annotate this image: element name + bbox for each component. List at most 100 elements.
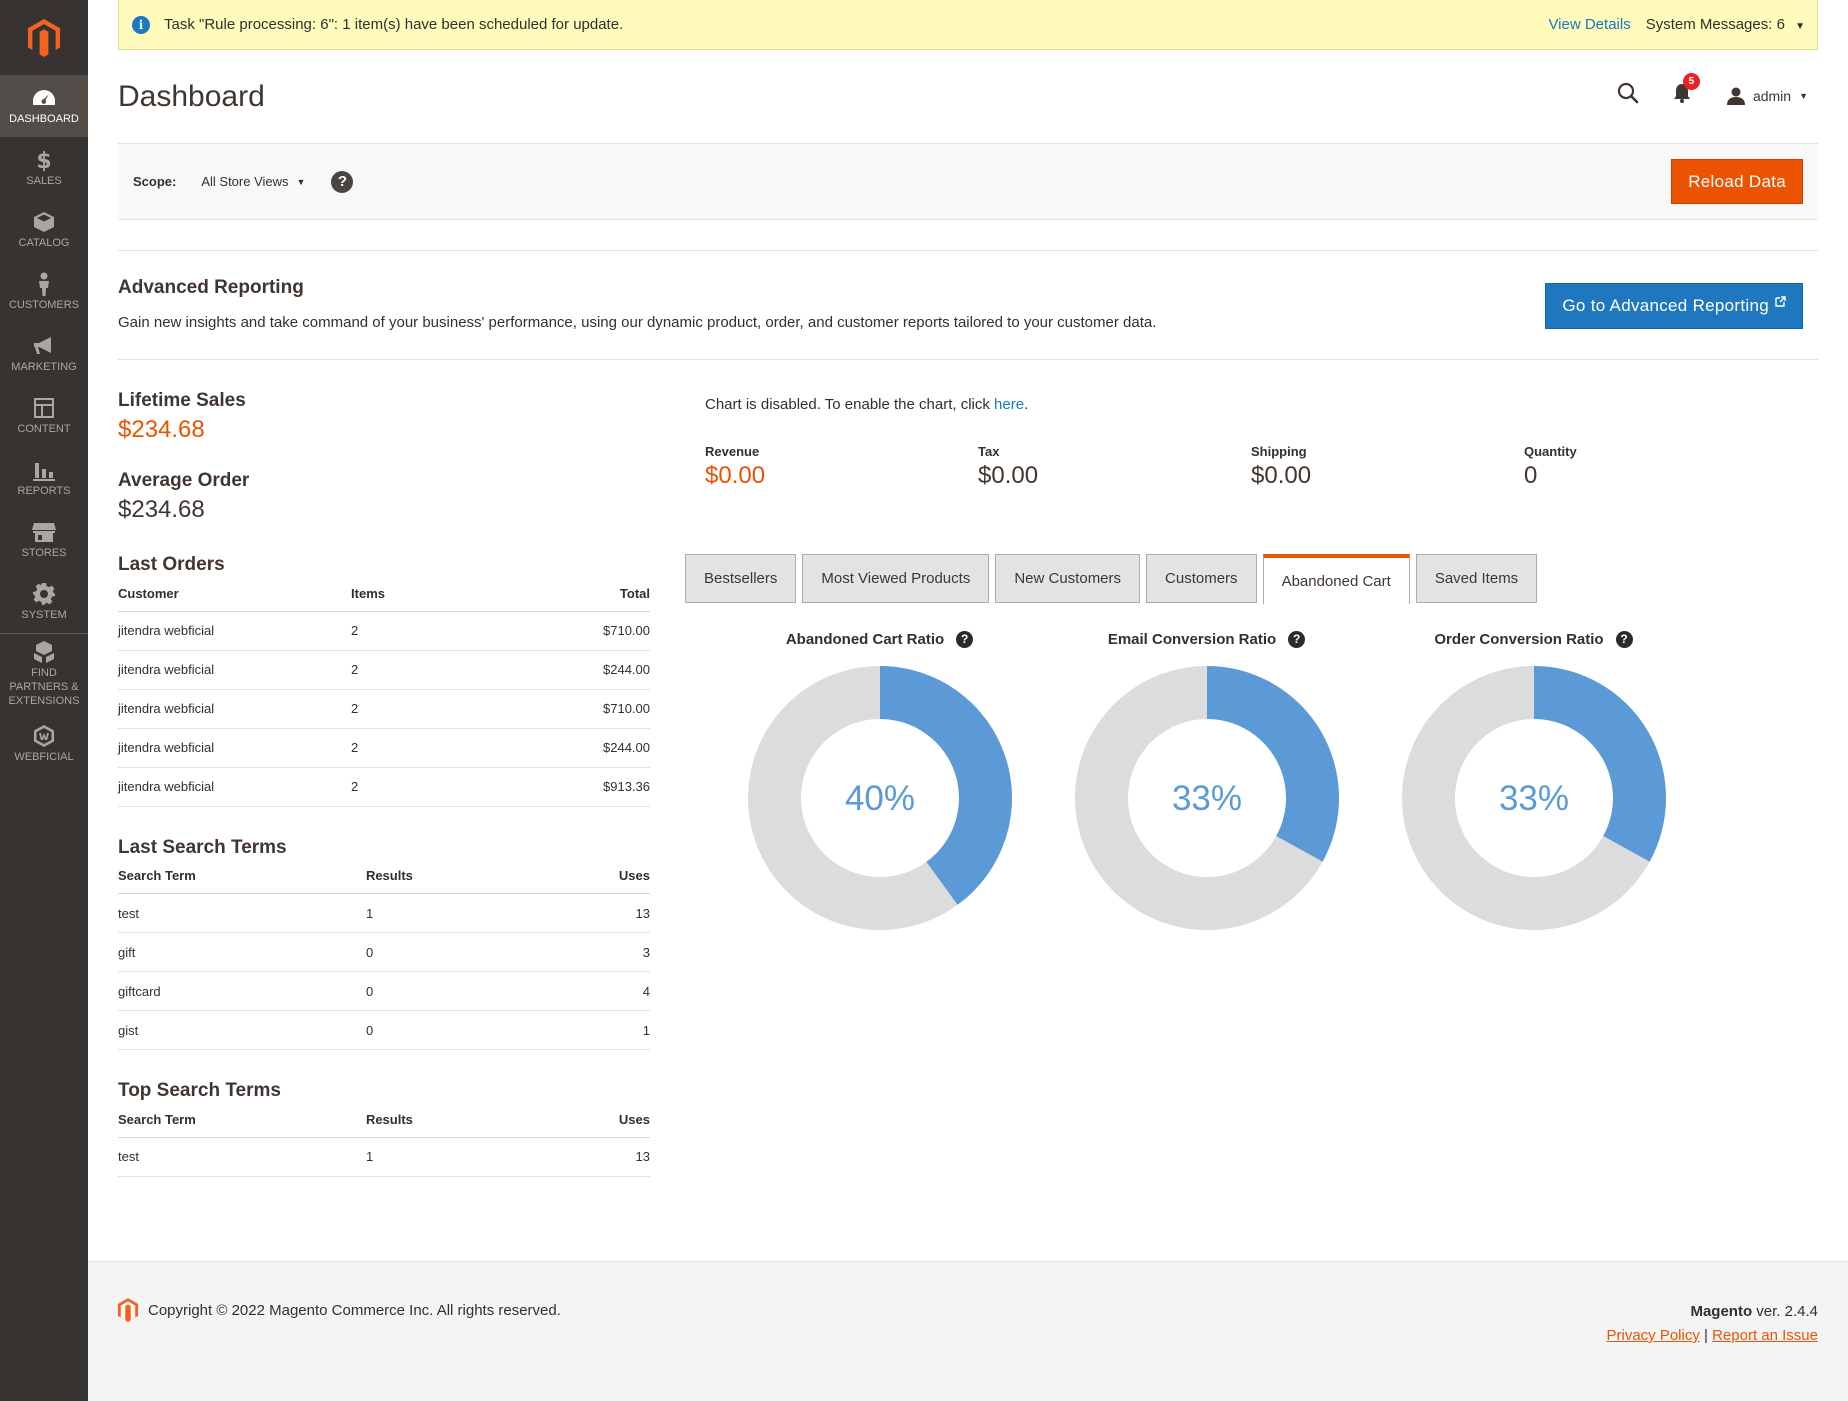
report-issue-link[interactable]: Report an Issue [1712, 1327, 1818, 1344]
table-row[interactable]: jitendra webficial 2 $244.00 [118, 650, 650, 690]
table-row[interactable]: jitendra webficial 2 $710.00 [118, 689, 650, 729]
help-icon[interactable]: ? [1288, 630, 1306, 648]
table-row[interactable]: gist 0 1 [118, 1010, 650, 1050]
table-cell: jitendra webficial [118, 728, 352, 768]
layout-icon [33, 396, 55, 420]
tab-customers[interactable]: Customers [1146, 554, 1257, 603]
donut-chart: Email Conversion Ratio? 33% [1014, 624, 1399, 930]
dashboard-tabs: Bestsellers Most Viewed Products New Custo… [685, 554, 1538, 604]
scope-switcher[interactable]: All Store Views ▼ [201, 174, 305, 189]
table-row[interactable]: test 1 13 [118, 1137, 650, 1177]
notifications-button[interactable]: 5 [1673, 73, 1700, 108]
table-cell: jitendra webficial [118, 767, 352, 807]
privacy-policy-link[interactable]: Privacy Policy [1606, 1327, 1700, 1344]
sidebar-item-label: Dashboard [9, 113, 79, 125]
table-row[interactable]: giftcard 0 4 [118, 971, 650, 1011]
bar-chart-icon [33, 458, 55, 482]
svg-text:$: $ [36, 149, 51, 172]
sidebar-item-marketing[interactable]: Marketing [0, 323, 88, 385]
sidebar-item-dashboard[interactable]: Dashboard [0, 75, 88, 137]
system-messages-label: System Messages: 6 [1645, 16, 1785, 33]
page-footer: Copyright © 2022 Magento Commerce Inc. A… [88, 1261, 1848, 1401]
admin-username: admin [1752, 87, 1792, 104]
scope-help-icon[interactable]: ? [331, 170, 354, 193]
help-icon[interactable]: ? [1615, 630, 1633, 648]
donut-title: Order Conversion Ratio? [1341, 624, 1726, 654]
reload-data-button[interactable]: Reload Data [1671, 159, 1803, 204]
tab-most-viewed-products[interactable]: Most Viewed Products [802, 554, 990, 603]
table-row[interactable]: jitendra webficial 2 $913.36 [118, 767, 650, 807]
table-cell: 2 [351, 767, 537, 807]
lifetime-sales-label: Lifetime Sales [118, 390, 246, 411]
tab-abandoned-cart[interactable]: Abandoned Cart [1262, 554, 1410, 604]
top-search-terms-section: Top Search Terms Search Term Results Use… [118, 1080, 650, 1177]
sidebar-item-sales[interactable]: $ Sales [0, 137, 88, 199]
column-header: Customer [118, 576, 352, 612]
donut-svg: 40% [747, 666, 1012, 930]
table-cell: test [118, 893, 366, 933]
total-value: $0.00 [1251, 462, 1312, 489]
magento-brand: Magento [1690, 1303, 1753, 1320]
sidebar-item-label: Catalog [18, 237, 70, 249]
sidebar-item-reports[interactable]: Reports [0, 447, 88, 509]
table-cell: 4 [550, 971, 650, 1011]
table-cell: $244.00 [536, 728, 650, 768]
go-to-advanced-reporting-button[interactable]: Go to Advanced Reporting [1545, 283, 1803, 329]
donut-chart: Order Conversion Ratio? 33% [1341, 624, 1726, 930]
sidebar-item-content[interactable]: Content [0, 385, 88, 447]
admin-sidebar: Dashboard $ Sales Catalog Customers Marketing… [0, 0, 88, 1401]
sidebar-item-system[interactable]: System [0, 571, 88, 633]
average-order-label: Average Order [118, 470, 250, 491]
abandoned-cart-charts: Abandoned Cart Ratio? 40% Email Conversion… [685, 624, 1818, 930]
total-quantity: Quantity 0 [1524, 444, 1797, 490]
table-row[interactable]: jitendra webficial 2 $244.00 [118, 728, 650, 768]
sidebar-item-label: System [21, 609, 67, 621]
column-header: Results [365, 858, 551, 894]
table-cell: 0 [365, 932, 551, 972]
table-cell: 1 [550, 1010, 650, 1050]
table-row[interactable]: test 1 13 [118, 893, 650, 933]
admin-user-menu[interactable]: admin ▼ [1726, 87, 1808, 105]
donut-title-text: Abandoned Cart Ratio [785, 630, 945, 648]
search-icon[interactable] [1617, 82, 1639, 109]
scope-label: Scope: [133, 174, 177, 189]
table-cell: 0 [365, 971, 551, 1011]
sidebar-item-label: Reports [17, 485, 71, 497]
webficial-icon [33, 724, 55, 748]
sidebar-item-label: Customers [8, 299, 80, 311]
view-details-link[interactable]: View Details [1548, 16, 1631, 33]
boxes-icon [33, 640, 55, 664]
enable-chart-link[interactable]: here [994, 396, 1025, 413]
scope-bar: Scope: All Store Views ▼ ? Reload Data [118, 143, 1818, 220]
donut-svg: 33% [1401, 666, 1666, 930]
sidebar-item-webficial[interactable]: Webficial [0, 713, 88, 775]
table-row[interactable]: gift 0 3 [118, 932, 650, 972]
column-header: Items [351, 576, 537, 612]
advanced-reporting-description: Gain new insights and take command of yo… [118, 314, 1157, 331]
help-icon[interactable]: ? [956, 630, 974, 648]
column-header: Search Term [118, 1102, 366, 1138]
caret-down-icon: ▼ [1799, 90, 1808, 101]
last-orders-table: Customer Items Total jitendra webficial 2… [118, 576, 650, 807]
donut-percent-label: 40% [844, 779, 914, 818]
table-cell: jitendra webficial [118, 689, 352, 729]
sidebar-item-catalog[interactable]: Catalog [0, 199, 88, 261]
table-cell: $244.00 [536, 650, 650, 690]
table-row[interactable]: jitendra webficial 2 $710.00 [118, 611, 650, 651]
tab-bestsellers[interactable]: Bestsellers [685, 554, 797, 603]
last-orders-title: Last Orders [118, 554, 225, 575]
table-cell: 2 [351, 611, 537, 651]
advanced-reporting-title: Advanced Reporting [118, 277, 304, 298]
table-cell: jitendra webficial [118, 650, 352, 690]
tab-new-customers[interactable]: New Customers [995, 554, 1141, 603]
table-cell: test [118, 1137, 366, 1177]
sidebar-item-stores[interactable]: Stores [0, 509, 88, 571]
total-label: Revenue [705, 444, 760, 459]
sidebar-item-find-partners-extensions[interactable]: Find Partners & Extensions [0, 633, 88, 713]
advanced-reporting-button-label: Go to Advanced Reporting [1562, 296, 1769, 315]
system-messages-dropdown[interactable]: System Messages: 6 ▼ [1646, 16, 1805, 33]
magento-logo[interactable] [0, 0, 88, 75]
sidebar-item-customers[interactable]: Customers [0, 261, 88, 323]
tab-saved-items[interactable]: Saved Items [1415, 554, 1538, 603]
donut-svg: 33% [1074, 666, 1339, 930]
